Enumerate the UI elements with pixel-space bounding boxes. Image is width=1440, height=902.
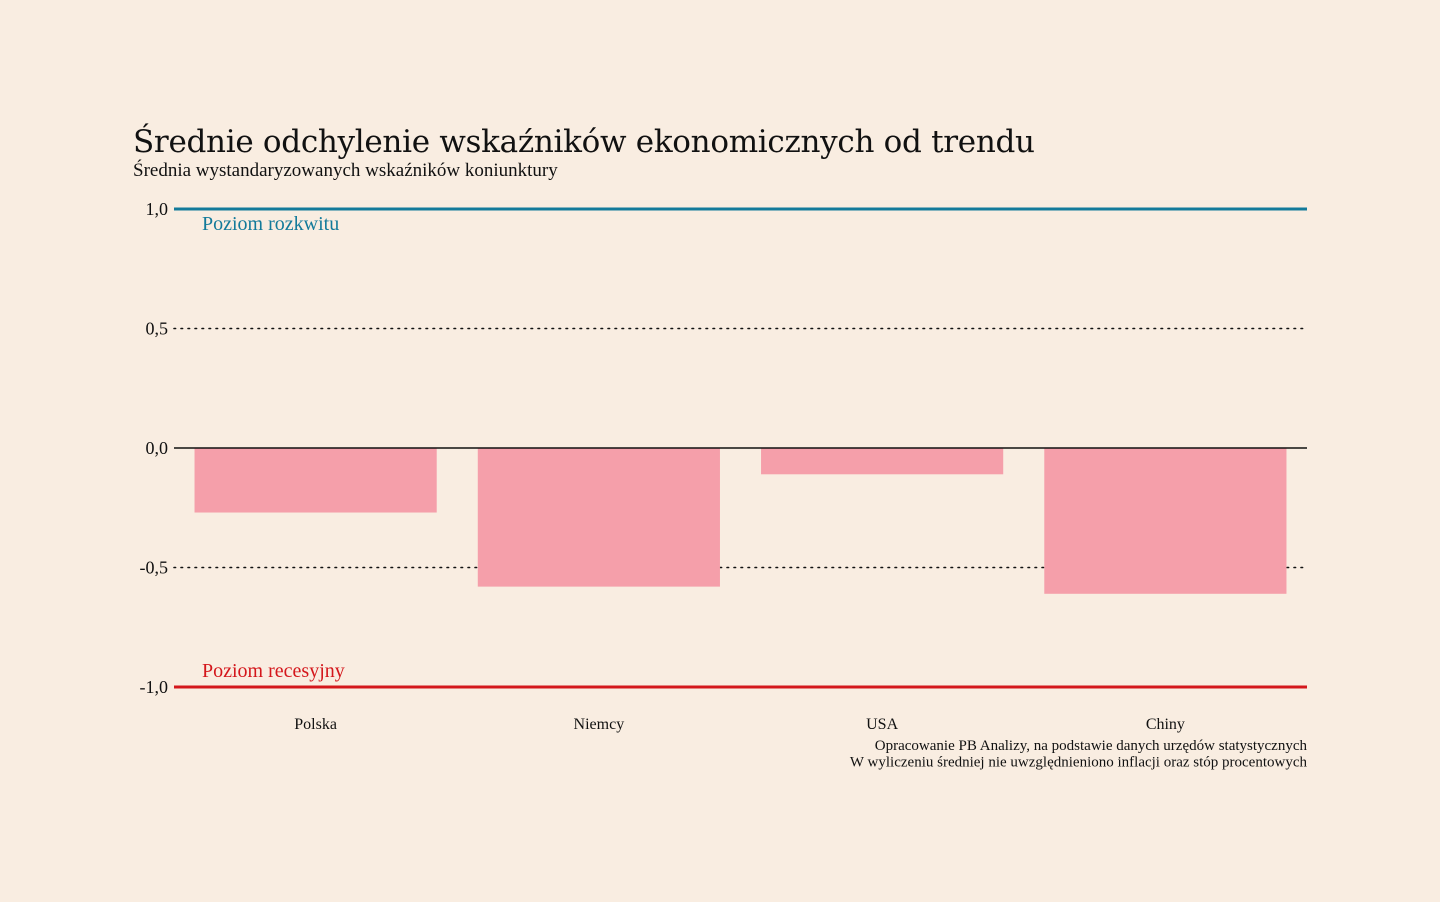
x-tick-label: USA <box>866 716 898 733</box>
bar-polska <box>194 448 437 513</box>
bar-usa <box>761 448 1004 475</box>
source-note: Opracowanie PB Analizy, na podstawie dan… <box>875 738 1308 754</box>
y-tick-label: 1,0 <box>146 199 169 219</box>
bar-niemcy <box>477 448 720 587</box>
y-tick-label: 0,0 <box>146 438 169 458</box>
y-tick-label: 0,5 <box>146 319 169 339</box>
method-note: W wyliczeniu średniej nie uwzględnienion… <box>850 755 1308 771</box>
boom-label: Poziom rozkwitu <box>202 213 339 235</box>
y-tick-label: -1,0 <box>140 677 169 697</box>
y-tick-label: -0,5 <box>140 558 169 578</box>
x-tick-label: Niemcy <box>574 716 625 733</box>
x-tick-label: Polska <box>294 716 337 733</box>
chart-title: Średnie odchylenie wskaźników ekonomiczn… <box>133 124 1035 160</box>
recession-label: Poziom recesyjny <box>202 660 345 682</box>
chart-subtitle: Średnia wystandaryzowanych wskaźników ko… <box>133 160 558 181</box>
bar-chiny <box>1044 448 1287 594</box>
x-tick-label: Chiny <box>1146 716 1185 733</box>
